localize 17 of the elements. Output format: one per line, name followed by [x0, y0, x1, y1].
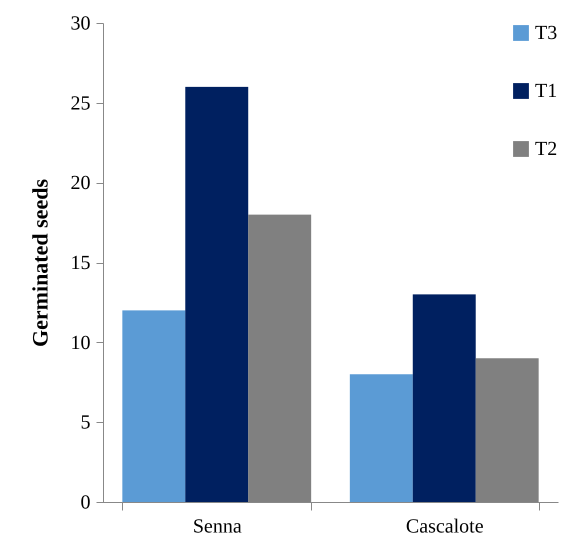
y-tick-label: 25 — [70, 92, 90, 114]
bar — [122, 310, 186, 502]
legend-label: T3 — [535, 22, 558, 44]
y-tick-label: 0 — [80, 492, 90, 514]
legend-label: T2 — [535, 138, 558, 160]
legend-label: T1 — [535, 80, 558, 102]
bar — [185, 86, 248, 502]
x-tick-label: Cascalote — [406, 516, 484, 538]
y-axis-title: Germinated seeds — [28, 178, 52, 348]
y-tick-label: 30 — [70, 12, 90, 34]
y-tick-label: 10 — [70, 332, 90, 354]
y-tick-label: 5 — [80, 412, 90, 434]
y-tick-label: 15 — [70, 252, 90, 274]
y-tick-label: 20 — [70, 172, 90, 194]
bar — [412, 294, 476, 502]
x-tick-label: Senna — [192, 516, 242, 538]
bar — [350, 374, 413, 502]
